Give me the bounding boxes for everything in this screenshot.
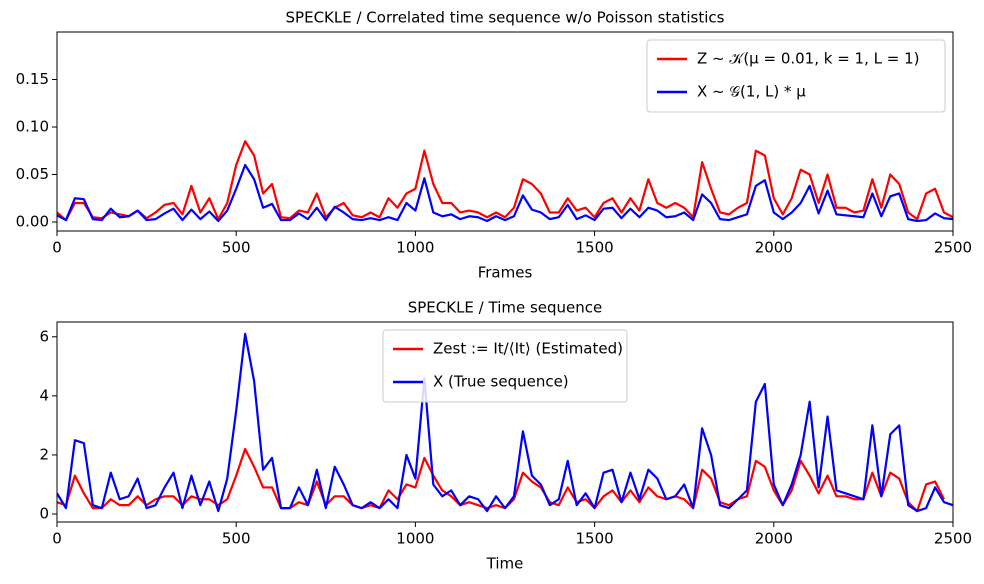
x-tick-label: 2500 (934, 239, 972, 257)
data-line (57, 447, 946, 513)
y-tick-label: 2 (39, 445, 49, 463)
x-tick-label: 1000 (396, 239, 434, 257)
x-axis-label: Time (486, 555, 524, 573)
y-tick-label: 6 (39, 327, 49, 345)
x-tick-label: 500 (222, 530, 251, 548)
y-tick-label: 4 (39, 386, 49, 404)
legend-label: X ~ 𝒢(1, L) * μ (697, 83, 806, 101)
x-tick-label: 1000 (396, 530, 434, 548)
x-tick-label: 2500 (934, 530, 972, 548)
x-tick-label: 2000 (755, 239, 793, 257)
legend-box (382, 329, 628, 403)
x-tick-label: 1500 (576, 239, 614, 257)
data-line (57, 140, 953, 222)
y-tick-label: 0.15 (16, 70, 49, 88)
axes-frame (56, 321, 954, 523)
x-axis-label: Frames (478, 264, 533, 282)
data-line (57, 332, 953, 513)
legend-label: X (True sequence) (433, 373, 569, 391)
legend-label: Z ~ 𝒦(μ = 0.01, k = 1, L = 1) (697, 50, 919, 68)
x-tick-label: 2000 (755, 530, 793, 548)
y-tick-label: 0.05 (16, 165, 49, 183)
y-tick-label: 0.00 (16, 212, 49, 230)
x-tick-label: 0 (52, 239, 62, 257)
legend-label: Zest := It/⟨It⟩ (Estimated) (433, 340, 623, 358)
x-tick-label: 500 (222, 239, 251, 257)
y-tick-label: 0 (39, 505, 49, 523)
chart-title: SPECKLE / Time sequence (408, 299, 603, 317)
y-tick-label: 0.10 (16, 117, 49, 135)
chart-title: SPECKLE / Correlated time sequence w/o P… (286, 9, 725, 27)
legend-box (646, 39, 946, 113)
axes-frame (56, 31, 954, 232)
data-line (57, 163, 953, 223)
x-tick-label: 0 (52, 530, 62, 548)
x-tick-label: 1500 (576, 530, 614, 548)
